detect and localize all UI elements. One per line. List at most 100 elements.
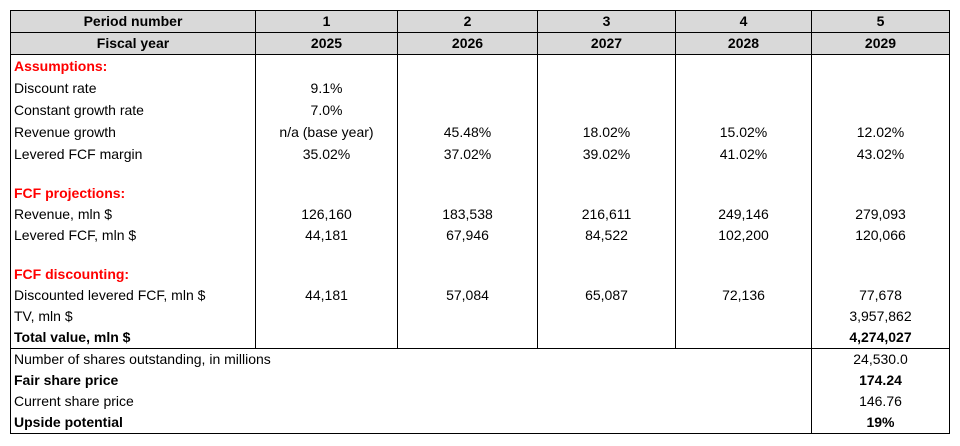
cell: 57,084 [397,285,538,306]
cell: 39.02% [537,143,676,165]
cell [675,54,812,77]
cell: 126,160 [255,204,398,225]
summary-row: Number of shares outstanding, in million… [11,348,950,370]
cell [675,327,812,349]
cell [397,77,538,99]
cell: 44,181 [255,285,398,306]
cell: 279,093 [811,204,950,225]
table-row: Total value, mln $ 4,274,027 [10,327,950,349]
cell [675,165,812,183]
cell: 2025 [255,32,398,55]
cell: 2028 [675,32,812,55]
row-label: Constant growth rate [14,101,144,118]
row-label: FCF discounting: [14,266,130,282]
cell: 12.02% [811,121,950,143]
cell [811,77,950,99]
summary-label: Fair share price [14,372,119,388]
cell: 37.02% [397,143,538,165]
summary-label: Number of shares outstanding, in million… [14,351,271,367]
table-row [11,165,950,183]
cell: 5 [811,10,950,33]
row-label: Discount rate [14,79,97,96]
cell [255,264,398,285]
row-label: Assumptions: [14,57,108,74]
summary-row: Upside potential 19% [11,412,950,434]
cell: 3 [537,10,676,33]
cell [675,246,812,264]
cell [537,264,676,285]
cell [255,327,398,349]
cell [675,264,812,285]
cell [811,99,950,121]
cell: 67,946 [397,225,538,246]
table-row: Revenue, mln $ 126,160 183,538 216,611 249,1… [11,204,950,225]
cell [397,327,538,349]
cell [675,183,812,204]
cell [811,264,950,285]
cell [537,306,676,327]
row-label [11,165,256,183]
row-label: Revenue growth [14,123,116,140]
cell [255,165,398,183]
dcf-table: Period number 1 2 3 4 5 Fiscal year 2025 2026 202… [10,10,950,434]
summary-row: Fair share price 174.24 [11,370,950,391]
table-row: Constant growth rate 7.0% [11,99,950,121]
cell [397,246,538,264]
row-label: Discounted levered FCF, mln $ [14,287,206,303]
cell: n/a (base year) [255,121,398,143]
cell [537,165,676,183]
cell [537,246,676,264]
cell [811,54,950,77]
summary-value: 146.76 [811,391,950,412]
table-row [11,246,950,264]
cell: 2027 [537,32,676,55]
cell: 7.0% [255,99,398,121]
cell: 120,066 [811,225,950,246]
cell [255,54,398,77]
cell: 41.02% [675,143,812,165]
cell: 4,274,027 [811,327,950,349]
cell: 216,611 [537,204,676,225]
summary-value: 174.24 [811,370,950,391]
cell: 2029 [811,32,950,55]
cell [811,165,950,183]
summary-row: Current share price 146.76 [11,391,950,412]
cell: 44,181 [255,225,398,246]
cell [397,165,538,183]
cell [397,264,538,285]
dcf-sheet: Period number 1 2 3 4 5 Fiscal year 2025 2026 202… [10,10,950,434]
table-row: Revenue growth n/a (base year) 45.48% 18.02… [11,121,950,143]
cell: 65,087 [537,285,676,306]
cell: 3,957,862 [811,306,950,327]
row-label: Levered FCF, mln $ [14,227,137,243]
cell [675,99,812,121]
cell: 72,136 [675,285,812,306]
row-label [11,246,256,264]
summary-value: 24,530.0 [811,348,950,370]
cell [255,183,398,204]
cell [811,246,950,264]
cell [255,306,398,327]
row-label: Period number [10,10,256,33]
cell [397,99,538,121]
table-row: Assumptions: [11,54,950,77]
row-label: TV, mln $ [14,308,73,324]
cell: 1 [255,10,398,33]
summary-label: Current share price [14,393,134,409]
cell: 4 [675,10,812,33]
cell: 43.02% [811,143,950,165]
cell [397,306,538,327]
row-label: Total value, mln $ [10,327,256,349]
cell: 9.1% [255,77,398,99]
cell [811,183,950,204]
row-label: Levered FCF margin [14,145,143,162]
cell [537,77,676,99]
cell [397,54,538,77]
cell [675,306,812,327]
cell: 45.48% [397,121,538,143]
table-row: Discount rate 9.1% [11,77,950,99]
cell [397,183,538,204]
cell: 35.02% [255,143,398,165]
cell: 2 [397,10,538,33]
